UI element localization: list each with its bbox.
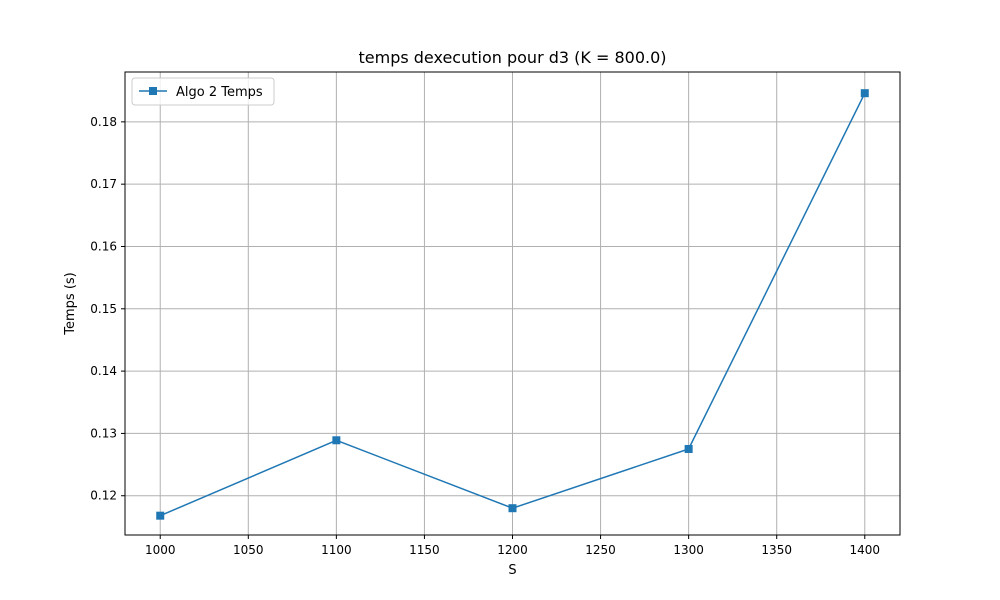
y-tick-label: 0.12 <box>90 489 117 503</box>
x-tick-label: 1200 <box>497 543 528 557</box>
y-axis-label: Temps (s) <box>63 272 78 335</box>
y-tick-label: 0.17 <box>90 177 117 191</box>
data-point <box>860 89 869 98</box>
y-tick-label: 0.16 <box>90 239 117 253</box>
x-tick-label: 1050 <box>233 543 264 557</box>
y-tick-label: 0.14 <box>90 364 117 378</box>
x-tick-label: 1000 <box>145 543 176 557</box>
x-tick-label: 1350 <box>761 543 792 557</box>
y-tick-label: 0.18 <box>90 115 117 129</box>
data-point <box>332 436 341 445</box>
x-axis-label: S <box>508 563 516 578</box>
y-tick-label: 0.15 <box>90 302 117 316</box>
axis-ticks: 1000 1050 1100 1150 1200 1250 1300 1350 1400 0.12… <box>90 115 880 557</box>
x-tick-label: 1400 <box>849 543 880 557</box>
plot-frame <box>124 71 901 536</box>
legend-marker <box>149 87 157 95</box>
data-point <box>684 445 693 454</box>
data-point <box>156 511 165 520</box>
x-tick-label: 1100 <box>321 543 352 557</box>
legend: Algo 2 Temps <box>131 77 275 106</box>
legend-box <box>131 77 275 106</box>
legend-label: Algo 2 Temps <box>176 85 263 100</box>
data-point <box>508 504 517 513</box>
x-tick-label: 1250 <box>585 543 616 557</box>
x-tick-label: 1300 <box>673 543 704 557</box>
x-tick-label: 1150 <box>409 543 440 557</box>
y-tick-label: 0.13 <box>90 426 117 440</box>
grid <box>125 72 900 535</box>
series-layer <box>156 89 869 520</box>
chart-title: temps dexecution pour d3 (K = 800.0) <box>358 48 666 67</box>
